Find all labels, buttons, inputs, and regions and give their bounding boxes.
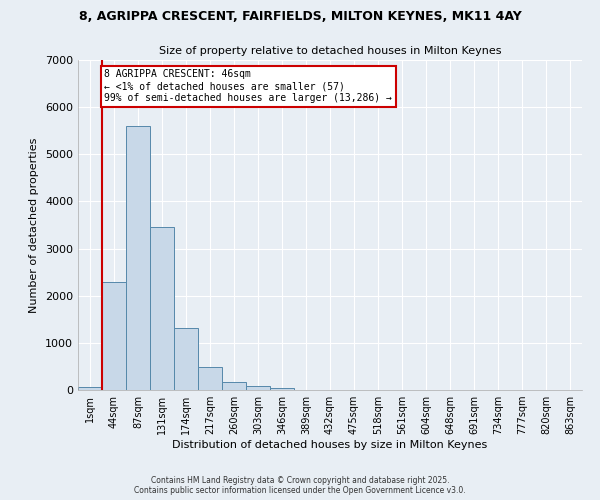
Bar (150, 228, 174, 390)
Bar (126, 126, 150, 390)
Y-axis label: Number of detached properties: Number of detached properties (29, 138, 40, 312)
Bar (246, 386, 270, 390)
Bar (78, 386, 102, 390)
Text: Contains HM Land Registry data © Crown copyright and database right 2025.
Contai: Contains HM Land Registry data © Crown c… (134, 476, 466, 495)
X-axis label: Distribution of detached houses by size in Milton Keynes: Distribution of detached houses by size … (172, 440, 488, 450)
Title: Size of property relative to detached houses in Milton Keynes: Size of property relative to detached ho… (159, 46, 501, 56)
Bar (174, 328, 198, 390)
Bar (102, 282, 126, 390)
Text: 8, AGRIPPA CRESCENT, FAIRFIELDS, MILTON KEYNES, MK11 4AY: 8, AGRIPPA CRESCENT, FAIRFIELDS, MILTON … (79, 10, 521, 23)
Bar (198, 368, 222, 390)
Bar (270, 388, 294, 390)
Text: 8 AGRIPPA CRESCENT: 46sqm
← <1% of detached houses are smaller (57)
99% of semi-: 8 AGRIPPA CRESCENT: 46sqm ← <1% of detac… (104, 70, 392, 102)
Bar (222, 382, 246, 390)
